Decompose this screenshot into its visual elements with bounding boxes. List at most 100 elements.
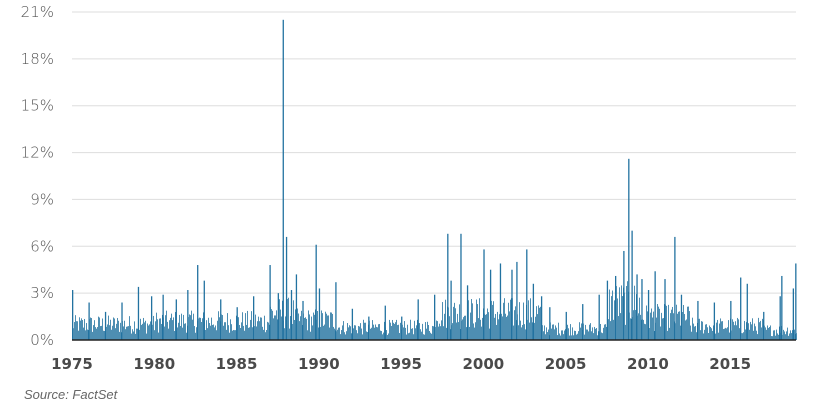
bar	[669, 327, 670, 340]
bar	[578, 331, 579, 340]
bar	[659, 308, 660, 340]
bar	[83, 327, 84, 340]
bar	[446, 327, 447, 340]
bar	[760, 320, 761, 340]
bar	[526, 249, 528, 340]
bar	[552, 324, 553, 340]
bar	[534, 322, 535, 340]
bar	[436, 320, 437, 340]
bar	[572, 327, 573, 340]
bar	[652, 317, 653, 340]
bar	[315, 244, 317, 340]
bar	[604, 324, 605, 340]
bar	[379, 323, 380, 340]
bar	[779, 326, 780, 340]
bar	[255, 314, 256, 340]
bar	[210, 325, 211, 340]
bar	[518, 325, 519, 340]
bar	[374, 327, 375, 340]
bar	[347, 323, 348, 340]
bar	[354, 325, 355, 340]
bar	[250, 319, 251, 340]
bar	[447, 233, 449, 340]
bar	[683, 305, 684, 340]
bar	[770, 325, 771, 340]
bar	[497, 311, 498, 340]
bar	[630, 318, 631, 340]
bar	[92, 331, 93, 340]
bar	[583, 323, 584, 340]
bar	[613, 319, 614, 340]
bar	[225, 322, 226, 340]
bar	[742, 333, 743, 340]
bar	[427, 321, 428, 340]
bar	[234, 330, 235, 340]
bar	[175, 299, 177, 340]
bar	[214, 327, 215, 340]
bar	[182, 327, 183, 340]
bar	[680, 325, 681, 340]
bar	[384, 305, 386, 340]
bar	[381, 331, 382, 340]
bar	[341, 330, 342, 340]
bar	[508, 302, 509, 340]
bar	[564, 330, 565, 340]
bar	[562, 330, 563, 340]
bar	[771, 336, 772, 340]
bar	[420, 329, 421, 340]
bar	[557, 335, 558, 340]
bar	[108, 315, 109, 340]
bar	[703, 333, 704, 340]
bar	[540, 306, 541, 340]
bar	[684, 314, 685, 340]
bar	[292, 324, 293, 340]
bar	[253, 296, 255, 340]
bar	[520, 320, 521, 340]
bar	[513, 325, 514, 340]
bar	[244, 330, 245, 340]
bar	[620, 313, 621, 340]
bar	[442, 302, 443, 340]
bar	[727, 327, 728, 340]
bar	[201, 321, 202, 340]
bar	[692, 317, 693, 340]
bar	[574, 330, 575, 340]
bar	[407, 324, 408, 340]
bar	[401, 316, 403, 340]
bar	[119, 331, 120, 340]
bar	[737, 317, 738, 340]
bar	[425, 322, 426, 340]
bar	[126, 326, 127, 340]
bar	[489, 269, 492, 340]
bar	[238, 317, 239, 340]
bar	[686, 319, 687, 340]
bar	[579, 322, 580, 340]
bar	[324, 324, 325, 340]
bar	[551, 328, 552, 340]
bar	[544, 325, 545, 340]
bar	[200, 317, 201, 340]
bar	[127, 326, 128, 340]
bar	[626, 286, 627, 340]
bar	[104, 330, 105, 340]
bar	[565, 311, 567, 340]
bar	[268, 322, 269, 340]
bar	[382, 334, 383, 340]
bar	[570, 324, 571, 340]
bar	[241, 322, 242, 340]
bar	[649, 328, 650, 340]
bar	[478, 318, 479, 340]
bar	[133, 331, 134, 340]
x-tick-label: 2010	[627, 355, 669, 373]
bar	[749, 329, 750, 340]
bar	[459, 304, 460, 340]
x-tick-label: 1995	[380, 355, 422, 373]
bar	[623, 250, 625, 340]
bar	[85, 330, 86, 340]
bar	[746, 283, 748, 340]
bar	[723, 329, 724, 340]
bar	[370, 328, 371, 340]
bar	[568, 328, 569, 340]
bar	[573, 335, 574, 340]
bar	[616, 286, 617, 340]
